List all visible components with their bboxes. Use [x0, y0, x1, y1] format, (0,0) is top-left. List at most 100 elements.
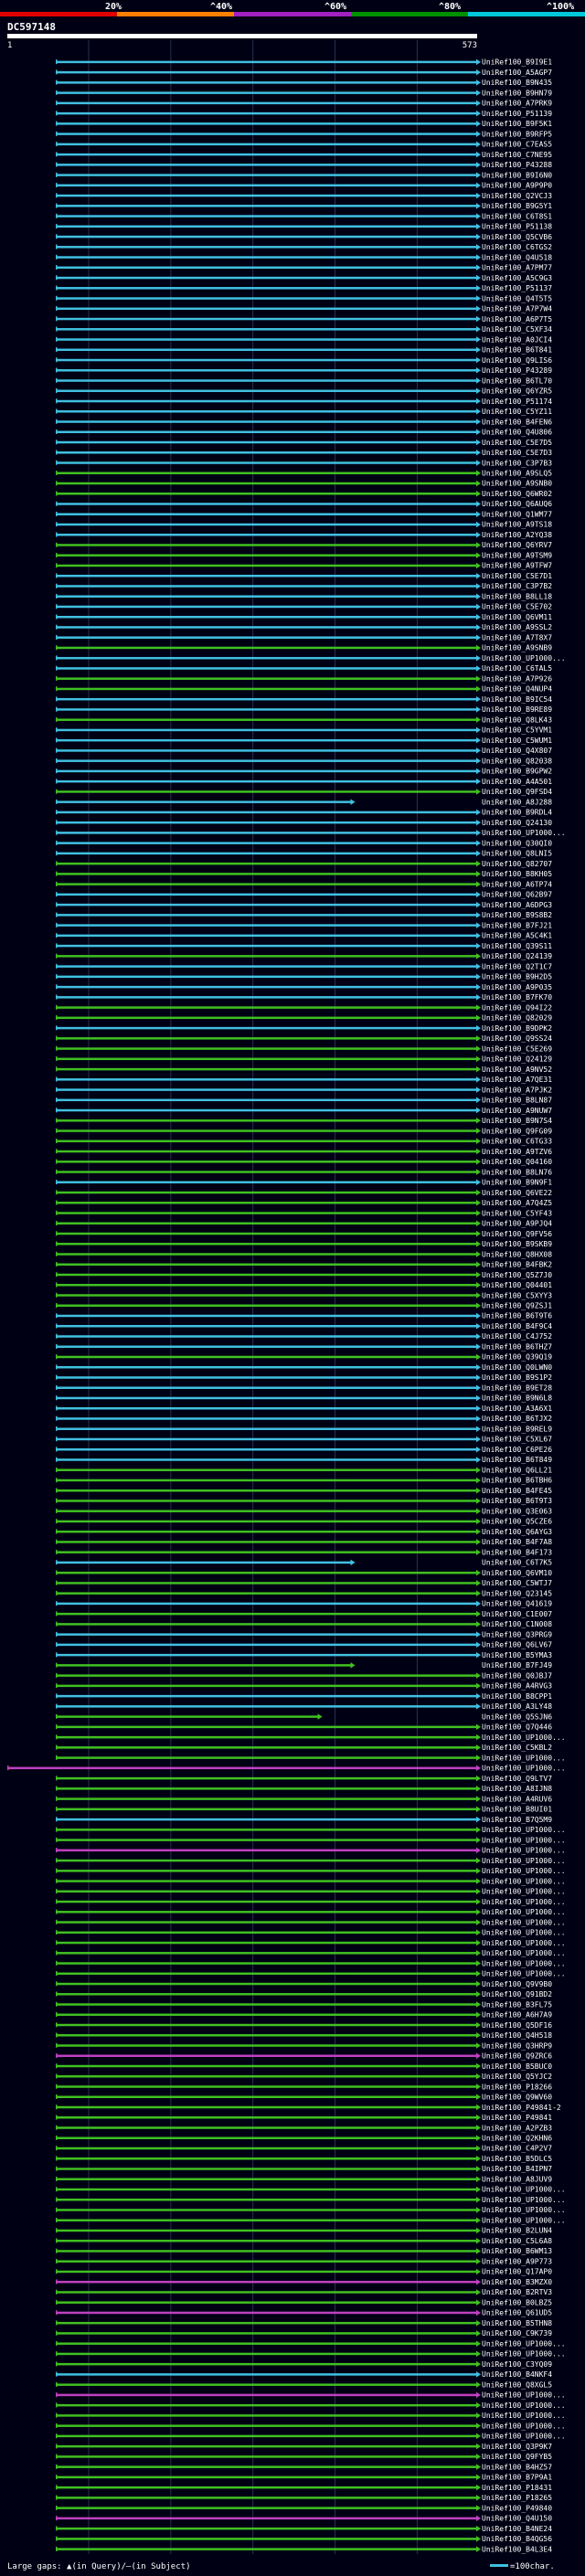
hit-row[interactable]: UniRef100_B9RE89 [56, 705, 552, 714]
hit-row[interactable]: UniRef100_B9N7S4 [56, 1117, 552, 1125]
hit-label[interactable]: UniRef100_B7FJ21 [482, 921, 552, 929]
hit-bar[interactable] [56, 1232, 477, 1235]
hit-row[interactable]: UniRef100_Q3E063 [56, 1507, 552, 1515]
hit-label[interactable]: UniRef100_UP1000... [482, 1970, 566, 1978]
hit-bar[interactable] [56, 1016, 477, 1020]
hit-row[interactable]: UniRef100_Q6VM10 [56, 1569, 552, 1577]
hit-label[interactable]: UniRef100_UP1000... [482, 1857, 566, 1865]
hit-row[interactable]: UniRef100_Q6VE22 [56, 1189, 552, 1197]
hit-label[interactable]: UniRef100_Q4U518 [482, 253, 552, 261]
hit-bar[interactable] [56, 2527, 477, 2530]
hit-row[interactable]: UniRef100_B9S8B2 [56, 911, 552, 919]
hit-row[interactable]: UniRef100_Q9FSD4 [56, 788, 552, 796]
hit-label[interactable]: UniRef100_Q2VCJ3 [482, 192, 552, 200]
hit-bar[interactable] [56, 1633, 477, 1636]
hit-row[interactable]: UniRef100_A6H7A9 [56, 2011, 552, 2019]
hit-bar[interactable] [56, 636, 477, 639]
hit-label[interactable]: UniRef100_C5YF43 [482, 1209, 552, 1217]
hit-label[interactable]: UniRef100_Q23145 [482, 1589, 552, 1597]
hit-label[interactable]: UniRef100_A9SNB9 [482, 644, 552, 652]
hit-bar[interactable] [56, 1202, 477, 1204]
hit-row[interactable]: UniRef100_Q94I22 [56, 1003, 552, 1012]
hit-label[interactable]: UniRef100_UP1000... [482, 1877, 566, 1885]
hit-row[interactable]: UniRef100_Q24129 [56, 1055, 552, 1064]
hit-row[interactable]: UniRef100_B8CPP1 [56, 1692, 552, 1701]
hit-bar[interactable] [56, 800, 352, 803]
hit-label[interactable]: UniRef100_C6T8S1 [482, 212, 552, 220]
hit-bar[interactable] [56, 430, 477, 434]
hit-bar[interactable] [56, 215, 477, 217]
hit-bar[interactable] [56, 862, 477, 865]
hit-row[interactable]: UniRef100_C4J752 [56, 1332, 552, 1341]
hit-bar[interactable] [56, 287, 477, 290]
hit-label[interactable]: UniRef100_Q9SS24 [482, 1034, 552, 1043]
hit-label[interactable]: UniRef100_B7FK70 [482, 993, 552, 1002]
hit-row[interactable]: UniRef100_Q7Q446 [56, 1723, 552, 1732]
hit-row[interactable]: UniRef100_Q4U150 [56, 2515, 552, 2523]
hit-bar[interactable] [56, 1982, 477, 1986]
hit-bar[interactable] [56, 1037, 477, 1040]
hit-row[interactable]: UniRef100_B5BUC0 [56, 2062, 552, 2071]
hit-row[interactable]: UniRef100_Q41619 [56, 1600, 552, 1608]
hit-row[interactable]: UniRef100_A9TSM9 [56, 551, 552, 559]
hit-bar[interactable] [56, 1694, 477, 1698]
hit-row[interactable]: UniRef100_B7FK70 [56, 993, 552, 1002]
hit-label[interactable]: UniRef100_UP1000... [482, 1908, 566, 1916]
hit-bar[interactable] [56, 1520, 477, 1523]
hit-label[interactable]: UniRef100_Q6LV67 [482, 1641, 552, 1649]
hit-label[interactable]: UniRef100_A2YQ38 [482, 531, 552, 539]
hit-row[interactable]: UniRef100_B6THZ7 [56, 1342, 552, 1351]
hit-bar[interactable] [56, 2414, 477, 2417]
hit-bar[interactable] [56, 1849, 477, 1852]
hit-bar[interactable] [56, 399, 477, 403]
hit-bar[interactable] [56, 2023, 477, 2027]
hit-row[interactable]: UniRef100_Q39S11 [56, 942, 552, 950]
hit-label[interactable]: UniRef100_C6T7K5 [482, 1559, 552, 1567]
hit-bar[interactable] [56, 1602, 477, 1606]
hit-row[interactable]: UniRef100_Q4NUP4 [56, 685, 552, 694]
hit-row[interactable]: UniRef100_Q39Q19 [56, 1353, 552, 1362]
hit-row[interactable]: UniRef100_B3MZX0 [56, 2278, 552, 2286]
hit-bar[interactable] [56, 533, 477, 536]
hit-row[interactable]: UniRef100_B6TJX2 [56, 1415, 552, 1423]
hit-label[interactable]: UniRef100_C5E702 [482, 603, 552, 611]
hit-bar[interactable] [56, 615, 477, 619]
hit-bar[interactable] [56, 2168, 477, 2170]
hit-row[interactable]: UniRef100_A8IJN8 [56, 1785, 552, 1793]
hit-row[interactable]: UniRef100_C5WUM1 [56, 737, 552, 745]
hit-label[interactable]: UniRef100_A8JUV9 [482, 2175, 552, 2183]
hit-row[interactable]: UniRef100_Q9FV56 [56, 1230, 552, 1238]
hit-bar[interactable] [56, 728, 477, 732]
hit-bar[interactable] [56, 1530, 477, 1533]
hit-row[interactable]: UniRef100_UP1000... [56, 1754, 566, 1762]
hit-bar[interactable] [56, 1386, 477, 1389]
hit-row[interactable]: UniRef100_B4F7A8 [56, 1538, 552, 1546]
hit-label[interactable]: UniRef100_UP1000... [482, 829, 566, 837]
hit-label[interactable]: UniRef100_C5E7D5 [482, 439, 552, 447]
hit-row[interactable]: UniRef100_B8UI01 [56, 1806, 552, 1814]
hit-label[interactable]: UniRef100_B9RE89 [482, 705, 552, 714]
hit-row[interactable]: UniRef100_B6WM13 [56, 2247, 552, 2255]
hit-bar[interactable] [56, 1468, 477, 1471]
hit-row[interactable]: UniRef100_A2PZB3 [56, 2124, 552, 2132]
hit-bar[interactable] [56, 205, 477, 207]
hit-row[interactable]: UniRef100_UP1000... [56, 1867, 566, 1875]
hit-row[interactable]: UniRef100_UP1000... [56, 1970, 566, 1978]
hit-label[interactable]: UniRef100_B2RTV3 [482, 2288, 552, 2296]
hit-label[interactable]: UniRef100_B5YMA3 [482, 1651, 552, 1659]
hit-row[interactable]: UniRef100_Q6YRV7 [56, 541, 552, 549]
hit-row[interactable]: UniRef100_Q9ZRC6 [56, 2052, 552, 2061]
hit-label[interactable]: UniRef100_A9P9P0 [482, 182, 552, 190]
hit-label[interactable]: UniRef100_A9NUW7 [482, 1107, 552, 1115]
hit-label[interactable]: UniRef100_Q9FSD4 [482, 788, 552, 796]
hit-row[interactable]: UniRef100_A9TS18 [56, 521, 552, 529]
hit-bar[interactable] [56, 2496, 477, 2499]
hit-label[interactable]: UniRef100_A9P035 [482, 983, 552, 991]
hit-bar[interactable] [56, 1880, 477, 1882]
hit-bar[interactable] [56, 749, 477, 752]
hit-row[interactable]: UniRef100_Q9FYB5 [56, 2453, 552, 2461]
hit-label[interactable]: UniRef100_UP1000... [482, 1733, 566, 1742]
hit-label[interactable]: UniRef100_A9SNB0 [482, 480, 552, 488]
hit-row[interactable]: UniRef100_B4QG56 [56, 2535, 552, 2543]
hit-row[interactable]: UniRef100_UP1000... [56, 1918, 566, 1926]
